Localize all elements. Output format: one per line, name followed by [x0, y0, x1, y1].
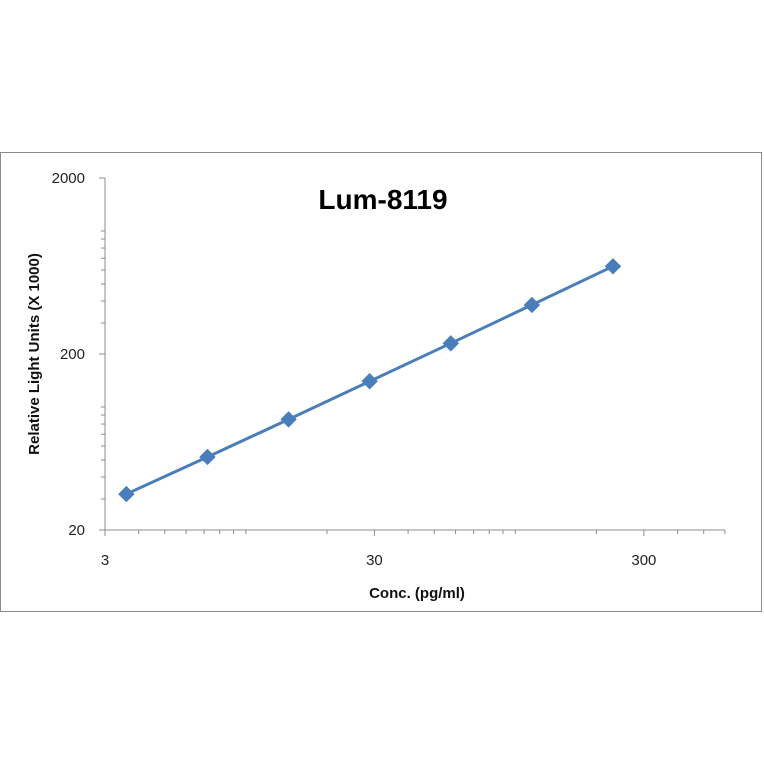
chart-svg: Lum-8119 3 30 300 20 200 2000 Conc. (pg/ml) R… [26, 170, 726, 602]
data-point-marker [118, 485, 135, 503]
y-tick-label: 200 [60, 346, 85, 363]
y-tick-label: 20 [68, 522, 85, 539]
chart-frame: Lum-8119 3 30 300 20 200 2000 Conc. (pg/ml) R… [0, 152, 762, 612]
chart-title: Lum-8119 [318, 184, 447, 215]
x-tick-label: 3 [101, 552, 109, 569]
x-axis-title: Conc. (pg/ml) [369, 585, 465, 602]
data-point-marker [280, 411, 297, 428]
data-point-marker [523, 296, 541, 314]
series-layer [118, 258, 622, 503]
x-tick-label: 30 [366, 552, 383, 569]
y-tick-label: 2000 [52, 170, 85, 187]
data-point-marker [604, 258, 622, 275]
y-axis-title: Relative Light Units (X 1000) [26, 253, 43, 455]
axes: 3 30 300 20 200 2000 [52, 170, 726, 569]
data-point-marker [442, 335, 459, 352]
data-point-marker [199, 448, 216, 466]
x-tick-label: 300 [631, 552, 656, 569]
data-point-marker [361, 373, 378, 390]
